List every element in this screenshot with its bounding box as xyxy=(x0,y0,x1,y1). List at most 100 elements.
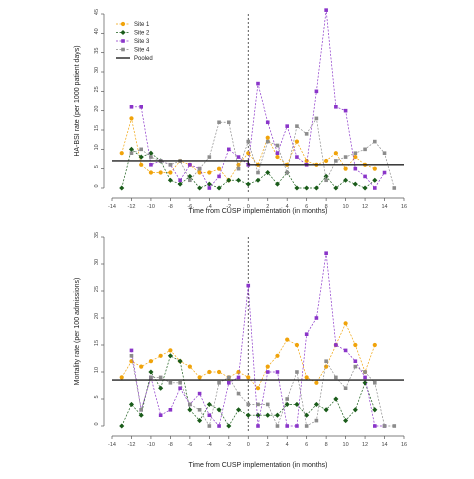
data-point xyxy=(168,408,173,412)
data-point xyxy=(216,407,222,413)
data-point xyxy=(256,81,260,86)
x-tick-label: 10 xyxy=(343,204,349,210)
data-point xyxy=(178,381,182,385)
data-point xyxy=(372,177,378,183)
data-point xyxy=(158,385,164,391)
y-tick-label: 25 xyxy=(94,286,100,292)
x-tick-label: 16 xyxy=(401,442,407,448)
data-point xyxy=(217,381,221,385)
data-point xyxy=(294,401,300,407)
data-point xyxy=(197,166,202,171)
data-point xyxy=(139,364,144,369)
x-tick-label: -12 xyxy=(127,442,135,448)
data-point xyxy=(246,139,251,144)
y-tick-label: 20 xyxy=(94,106,100,112)
data-point xyxy=(352,407,358,413)
data-point xyxy=(363,174,367,179)
legend-swatch-marker xyxy=(120,21,126,27)
data-point xyxy=(304,424,309,428)
y-tick-label: 5 xyxy=(94,165,100,168)
data-point xyxy=(343,155,348,159)
data-point xyxy=(343,418,349,424)
data-point xyxy=(178,386,182,390)
data-point xyxy=(275,143,280,148)
data-point xyxy=(148,170,154,175)
data-point xyxy=(128,401,135,407)
data-point xyxy=(197,170,202,175)
legend-item: Site 3 xyxy=(116,39,150,45)
y-tick-label: 35 xyxy=(94,232,100,238)
data-point xyxy=(236,166,241,171)
data-point xyxy=(187,364,192,369)
y-tick-label: 10 xyxy=(94,367,100,373)
data-point xyxy=(227,147,231,152)
data-point xyxy=(275,370,280,374)
data-point xyxy=(274,412,281,418)
data-point xyxy=(236,375,241,380)
data-point xyxy=(245,181,251,187)
y-tick-label: 20 xyxy=(94,313,100,319)
data-point xyxy=(333,151,338,156)
data-point xyxy=(245,412,251,418)
data-point xyxy=(149,155,153,159)
data-point xyxy=(178,178,182,183)
data-point xyxy=(324,251,328,255)
data-point xyxy=(119,375,124,380)
data-point xyxy=(372,166,377,171)
data-point xyxy=(207,186,212,190)
series-line xyxy=(131,253,385,427)
data-point xyxy=(255,386,261,391)
y-tick-label: 0 xyxy=(94,184,100,187)
data-point xyxy=(285,124,289,128)
x-tick-label: 8 xyxy=(325,442,328,448)
chart-panel-2: -14 -12 -10 -8 -6 -4 -2 0 2 4 6 8 10 12 14 16 0 5 10 15 20 25… xyxy=(74,232,407,469)
data-point xyxy=(207,155,212,159)
data-point xyxy=(168,170,173,175)
x-tick-label: -4 xyxy=(207,204,212,210)
data-point xyxy=(373,139,377,144)
x-tick-label: 2 xyxy=(266,204,269,210)
data-point xyxy=(323,407,329,413)
data-point xyxy=(129,116,134,121)
data-point xyxy=(265,120,270,125)
data-point xyxy=(236,391,241,396)
data-point xyxy=(139,162,144,167)
data-point xyxy=(295,370,299,374)
x-tick-label: -8 xyxy=(168,204,173,210)
data-point xyxy=(197,375,202,380)
data-point xyxy=(256,170,260,175)
legend-label: Site 4 xyxy=(134,48,150,54)
data-point xyxy=(392,186,397,190)
data-point xyxy=(149,375,153,380)
data-point xyxy=(148,150,154,156)
data-point xyxy=(304,412,310,418)
x-tick-label: -10 xyxy=(147,204,155,210)
data-point xyxy=(363,375,367,380)
data-point xyxy=(119,185,125,191)
data-point xyxy=(392,424,397,428)
data-point xyxy=(206,401,212,407)
data-point xyxy=(227,375,231,380)
data-point xyxy=(168,381,173,385)
data-point xyxy=(343,166,348,171)
x-tick-label: 16 xyxy=(401,204,407,210)
data-point xyxy=(226,423,232,429)
data-point xyxy=(353,364,358,369)
data-point xyxy=(148,359,154,364)
data-point xyxy=(188,178,192,183)
data-point xyxy=(138,154,144,160)
data-point xyxy=(324,178,328,183)
data-point xyxy=(119,423,125,429)
data-point xyxy=(197,418,203,424)
legend-item: Site 1 xyxy=(116,21,150,28)
chart-panel-1: -14 -12 -10 -8 -6 -4 -2 0 2 4 6 8 10 12 14 16 0 5 10 15 20 25… xyxy=(74,8,407,215)
data-point xyxy=(382,424,387,428)
legend-label: Site 3 xyxy=(134,39,150,45)
series-pooled xyxy=(112,160,404,166)
data-point xyxy=(236,369,241,375)
data-point xyxy=(188,402,192,407)
data-point xyxy=(177,358,183,364)
data-point xyxy=(167,177,173,183)
